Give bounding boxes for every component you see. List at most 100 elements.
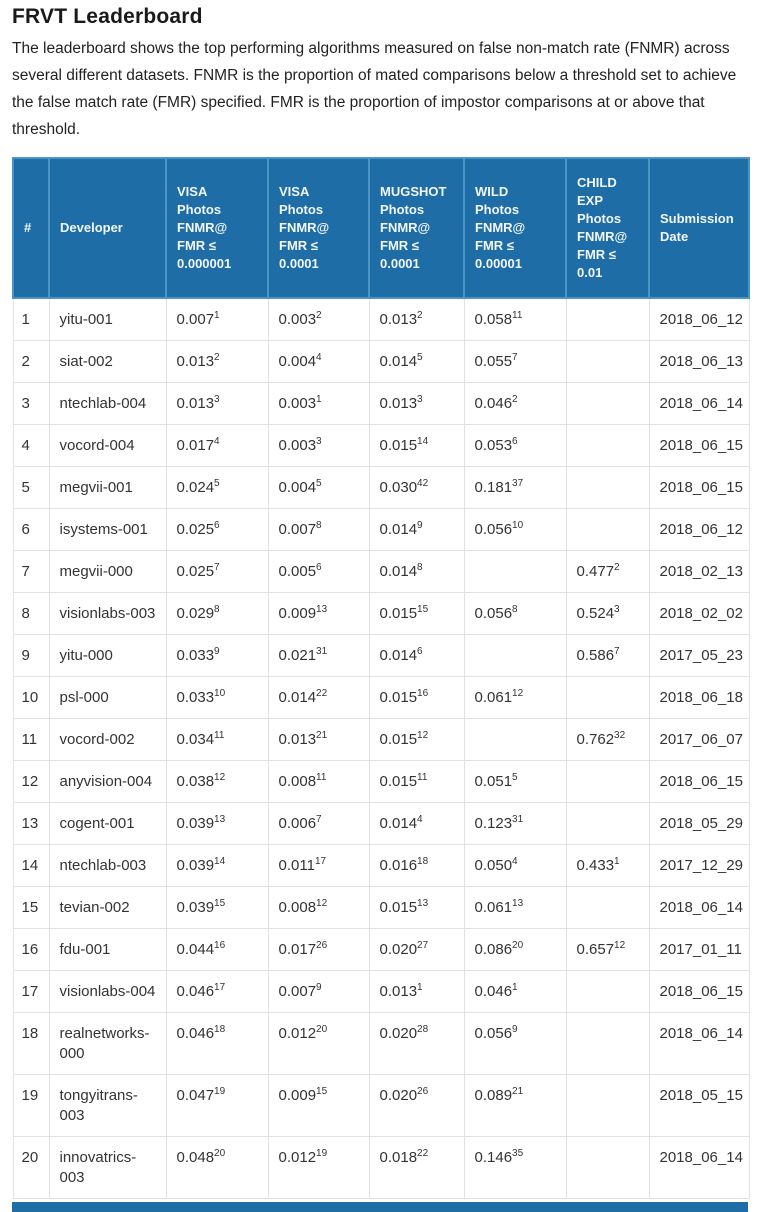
metric-rank-superscript: 5 bbox=[214, 478, 220, 489]
metric-cell: 0.04719 bbox=[165, 1074, 269, 1137]
metric-rank-superscript: 14 bbox=[417, 436, 429, 447]
date-cell: 2018_06_15 bbox=[648, 760, 750, 803]
metric-cell: 0.0515 bbox=[463, 760, 567, 803]
metric-cell: 0.01618 bbox=[368, 844, 465, 887]
metric-cell: 0.0245 bbox=[165, 466, 269, 509]
metric-cell: 0.0536 bbox=[463, 424, 567, 467]
metric-cell: 0.0067 bbox=[267, 802, 370, 845]
rank-cell: 2 bbox=[12, 340, 50, 383]
metric-cell bbox=[565, 1012, 650, 1075]
metric-cell: 0.01512 bbox=[368, 718, 465, 761]
rank-cell: 11 bbox=[12, 718, 50, 761]
metric-cell: 0.01515 bbox=[368, 592, 465, 635]
metric-rank-superscript: 31 bbox=[512, 814, 524, 825]
developer-cell: cogent-001 bbox=[48, 802, 167, 845]
date-cell: 2017_12_29 bbox=[648, 844, 750, 887]
metric-rank-superscript: 42 bbox=[417, 478, 429, 489]
metric-cell: 0.0056 bbox=[267, 550, 370, 593]
metric-cell: 0.0174 bbox=[165, 424, 269, 467]
metric-cell: 0.05610 bbox=[463, 508, 567, 551]
column-header-mugshot-fnmr: MUGSHOT Photos FNMR@ FMR ≤ 0.0001 bbox=[368, 157, 465, 299]
metric-rank-superscript: 11 bbox=[417, 772, 428, 783]
rank-cell: 16 bbox=[12, 928, 50, 971]
metric-cell: 0.04416 bbox=[165, 928, 269, 971]
metric-rank-superscript: 37 bbox=[512, 478, 524, 489]
metric-cell: 0.02131 bbox=[267, 634, 370, 677]
table-body: 1 yitu-001 0.0071 0.0032 0.0132 0.05811 2018_0… bbox=[12, 297, 750, 1199]
metric-rank-superscript: 15 bbox=[417, 604, 429, 615]
developer-cell: vocord-004 bbox=[48, 424, 167, 467]
table-row: 11 vocord-002 0.03411 0.01321 0.01512 0.76232… bbox=[12, 718, 750, 761]
column-header-wild-fnmr: WILD Photos FNMR@ FMR ≤ 0.00001 bbox=[463, 157, 567, 299]
metric-cell bbox=[565, 382, 650, 425]
column-header-visa-fnmr-0001: VISA Photos FNMR@ FMR ≤ 0.0001 bbox=[267, 157, 370, 299]
rank-cell: 9 bbox=[12, 634, 50, 677]
table-row: 9 yitu-000 0.0339 0.02131 0.0146 0.5867 2017_0… bbox=[12, 634, 750, 677]
developer-cell: yitu-000 bbox=[48, 634, 167, 677]
date-cell: 2018_06_15 bbox=[648, 970, 750, 1013]
metric-rank-superscript: 2 bbox=[214, 352, 220, 363]
metric-rank-superscript: 18 bbox=[214, 1024, 226, 1035]
metric-cell: 0.00812 bbox=[267, 886, 370, 929]
metric-cell: 0.0078 bbox=[267, 508, 370, 551]
metric-cell: 0.03042 bbox=[368, 466, 465, 509]
metric-cell: 0.0462 bbox=[463, 382, 567, 425]
metric-cell bbox=[565, 466, 650, 509]
metric-cell: 0.76232 bbox=[565, 718, 650, 761]
metric-cell: 0.00915 bbox=[267, 1074, 370, 1137]
date-cell: 2018_02_02 bbox=[648, 592, 750, 635]
metric-cell bbox=[463, 550, 567, 593]
column-header-childexp-fnmr: CHILD EXP Photos FNMR@ FMR ≤ 0.01 bbox=[565, 157, 650, 299]
metric-cell: 0.02026 bbox=[368, 1074, 465, 1137]
metric-cell bbox=[565, 970, 650, 1013]
metric-cell: 0.03915 bbox=[165, 886, 269, 929]
rank-cell: 14 bbox=[12, 844, 50, 887]
metric-cell: 0.03913 bbox=[165, 802, 269, 845]
metric-cell bbox=[565, 424, 650, 467]
metric-cell: 0.5243 bbox=[565, 592, 650, 635]
metric-cell bbox=[463, 718, 567, 761]
metric-cell: 0.0146 bbox=[368, 634, 465, 677]
table-row: 13 cogent-001 0.03913 0.0067 0.0144 0.12331 20… bbox=[12, 802, 750, 845]
metric-rank-superscript: 4 bbox=[214, 436, 220, 447]
table-row: 17 visionlabs-004 0.04617 0.0079 0.0131 0.046… bbox=[12, 970, 750, 1013]
metric-cell bbox=[565, 886, 650, 929]
metric-cell: 0.0131 bbox=[368, 970, 465, 1013]
metric-cell: 0.01726 bbox=[267, 928, 370, 971]
metric-cell bbox=[463, 634, 567, 677]
metric-rank-superscript: 7 bbox=[316, 814, 322, 825]
developer-cell: innovatrics-003 bbox=[48, 1136, 167, 1199]
metric-rank-superscript: 7 bbox=[614, 646, 620, 657]
metric-cell: 0.0339 bbox=[165, 634, 269, 677]
metric-rank-superscript: 27 bbox=[417, 940, 429, 951]
metric-rank-superscript: 21 bbox=[512, 1086, 524, 1097]
table-row: 18 realnetworks-000 0.04618 0.01220 0.02028 0… bbox=[12, 1012, 750, 1075]
metric-cell: 0.0045 bbox=[267, 466, 370, 509]
date-cell: 2018_06_14 bbox=[648, 1136, 750, 1199]
table-row: 10 psl-000 0.03310 0.01422 0.01516 0.06112 201… bbox=[12, 676, 750, 719]
metric-rank-superscript: 15 bbox=[214, 898, 226, 909]
metric-cell: 0.0568 bbox=[463, 592, 567, 635]
developer-cell: siat-002 bbox=[48, 340, 167, 383]
metric-cell bbox=[565, 297, 650, 341]
metric-rank-superscript: 35 bbox=[512, 1148, 524, 1159]
rank-cell: 4 bbox=[12, 424, 50, 467]
date-cell: 2018_06_12 bbox=[648, 297, 750, 341]
date-cell: 2017_01_11 bbox=[648, 928, 750, 971]
table-header: # Developer VISA Photos FNMR@ FMR ≤ 0.00… bbox=[12, 157, 750, 299]
developer-cell: tongyitrans-003 bbox=[48, 1074, 167, 1137]
metric-cell: 0.04618 bbox=[165, 1012, 269, 1075]
metric-rank-superscript: 11 bbox=[214, 730, 225, 741]
metric-rank-superscript: 3 bbox=[614, 604, 620, 615]
metric-cell: 0.0148 bbox=[368, 550, 465, 593]
metric-cell: 0.0032 bbox=[267, 297, 370, 341]
metric-rank-superscript: 12 bbox=[512, 688, 524, 699]
metric-rank-superscript: 18 bbox=[417, 856, 429, 867]
metric-rank-superscript: 9 bbox=[417, 520, 423, 531]
table-row: 7 megvii-000 0.0257 0.0056 0.0148 0.4772 2018_… bbox=[12, 550, 750, 593]
rank-cell: 12 bbox=[12, 760, 50, 803]
table-row: 14 ntechlab-003 0.03914 0.01117 0.01618 0.050… bbox=[12, 844, 750, 887]
table-row: 6 isystems-001 0.0256 0.0078 0.0149 0.05610 20… bbox=[12, 508, 750, 551]
metric-cell: 0.0569 bbox=[463, 1012, 567, 1075]
metric-rank-superscript: 1 bbox=[316, 394, 322, 405]
